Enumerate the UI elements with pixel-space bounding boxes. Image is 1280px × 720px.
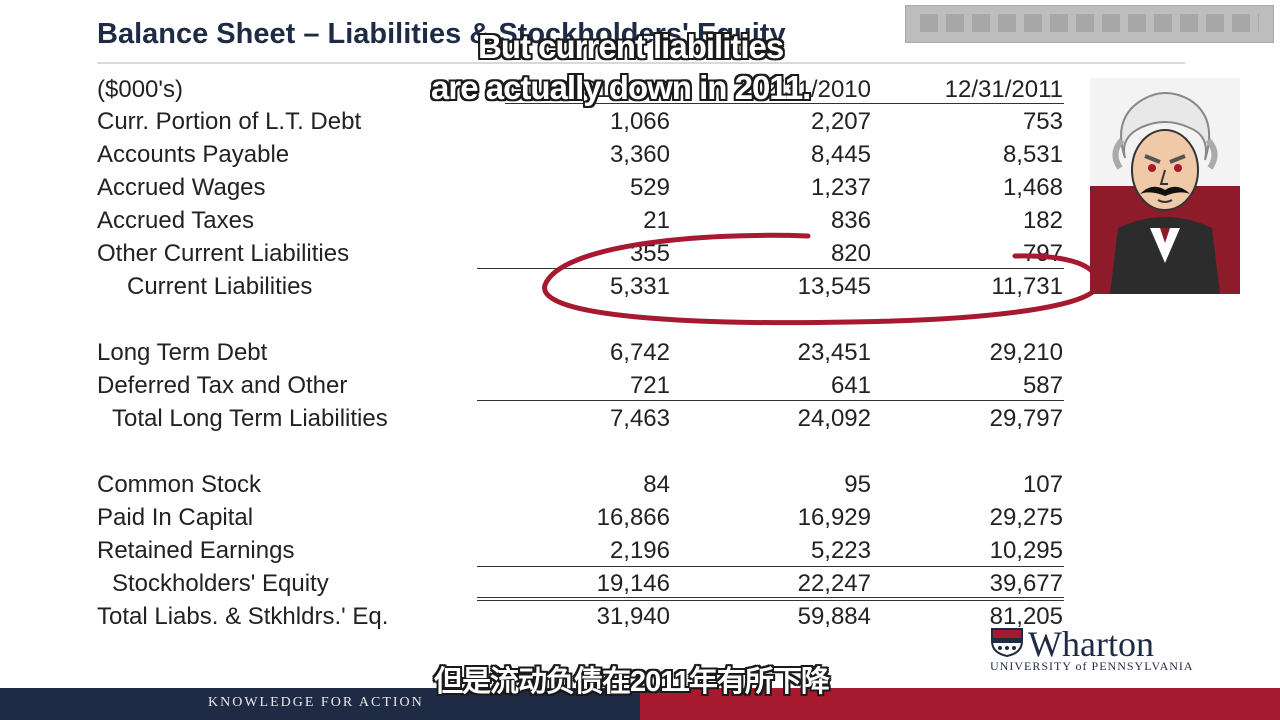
value-2011: 29,797 — [989, 405, 1063, 432]
row-label: Current Liabilities — [127, 273, 313, 300]
value-2010: 59,884 — [797, 603, 871, 630]
subtotal-rule — [477, 268, 1064, 269]
value-2009: 1,066 — [609, 108, 670, 135]
table-row-subtotal: Current Liabilities 5,331 13,545 11,731 — [0, 273, 1100, 305]
row-label: Curr. Portion of L.T. Debt — [97, 108, 362, 135]
value-2009: 3,360 — [609, 141, 670, 168]
footer-bar-red — [640, 688, 1280, 720]
value-2009: 2,196 — [609, 537, 670, 564]
caption-en-line1: But current liabilities — [478, 28, 784, 65]
value-2010: 95 — [844, 471, 871, 498]
total-rule-top — [477, 597, 1064, 598]
footer-tagline: KNOWLEDGE FOR ACTION — [208, 695, 424, 710]
table-row-subtotal: Total Long Term Liabilities 7,463 24,092… — [0, 405, 1100, 437]
row-label: Other Current Liabilities — [97, 240, 350, 267]
value-2009: 7,463 — [609, 405, 670, 432]
units-label: ($000's) — [97, 76, 183, 103]
value-2009: 31,940 — [596, 603, 670, 630]
value-2011: 587 — [1022, 372, 1063, 399]
value-2011: 797 — [1022, 240, 1063, 267]
caption-zh: 但是流动负债在2011年有所下降 — [434, 666, 830, 698]
row-label: Deferred Tax and Other — [97, 372, 348, 399]
table-row: Common Stock 84 95 107 — [0, 471, 1100, 503]
value-2011: 107 — [1022, 471, 1063, 498]
university-name: UNIVERSITY of PENNSYLVANIA — [990, 659, 1194, 673]
value-2010: 8,445 — [810, 141, 871, 168]
table-row-subtotal: Stockholders' Equity 19,146 22,247 39,67… — [0, 570, 1100, 602]
value-2010: 2,207 — [810, 108, 871, 135]
subtotal-rule — [477, 400, 1064, 401]
value-2011: 29,275 — [989, 504, 1063, 531]
professor-character — [1090, 78, 1240, 294]
caption-en-line2: are actually down in 2011. — [431, 69, 811, 106]
table-row-total: Total Liabs. & Stkhldrs.' Eq. 31,940 59,… — [0, 603, 1100, 635]
value-2010: 836 — [830, 207, 871, 234]
title-divider — [97, 62, 1185, 64]
value-2011: 39,677 — [989, 570, 1063, 597]
value-2011: 1,468 — [1002, 174, 1063, 201]
value-2010: 24,092 — [797, 405, 871, 432]
value-2009: 721 — [629, 372, 670, 399]
table-row: Curr. Portion of L.T. Debt 1,066 2,207 7… — [0, 108, 1100, 140]
row-label: Stockholders' Equity — [112, 570, 329, 597]
subtotal-rule — [477, 566, 1064, 567]
value-2009: 355 — [629, 240, 670, 267]
penn-shield-icon — [991, 628, 1023, 657]
value-2010: 22,247 — [797, 570, 871, 597]
row-label: Common Stock — [97, 471, 262, 498]
value-2011: 182 — [1022, 207, 1063, 234]
value-2009: 19,146 — [596, 570, 670, 597]
value-2009: 529 — [629, 174, 670, 201]
value-2010: 23,451 — [797, 339, 871, 366]
value-2009: 16,866 — [596, 504, 670, 531]
row-label: Accounts Payable — [97, 141, 290, 168]
value-2010: 641 — [830, 372, 871, 399]
header-underline — [505, 103, 1064, 104]
row-label: Retained Earnings — [97, 537, 295, 564]
value-2009: 6,742 — [609, 339, 670, 366]
value-2011: 81,205 — [989, 603, 1063, 630]
row-label: Total Long Term Liabilities — [112, 405, 388, 432]
value-2011: 8,531 — [1002, 141, 1063, 168]
value-2009: 5,331 — [609, 273, 670, 300]
table-row: Paid In Capital 16,866 16,929 29,275 — [0, 504, 1100, 536]
blurred-logo — [905, 5, 1274, 43]
table-row: Deferred Tax and Other 721 641 587 — [0, 372, 1100, 404]
slide-title: Balance Sheet – Liabilities & Stockholde… — [97, 18, 786, 50]
column-header-2010: 12/31/2010 — [750, 76, 871, 103]
value-2010: 820 — [830, 240, 871, 267]
table-row: Accrued Taxes 21 836 182 — [0, 207, 1100, 239]
row-label: Accrued Taxes — [97, 207, 254, 234]
footer-bar-navy: KNOWLEDGE FOR ACTION — [0, 688, 640, 720]
row-label: Long Term Debt — [97, 339, 268, 366]
value-2010: 13,545 — [797, 273, 871, 300]
column-header-2011: 12/31/2011 — [944, 76, 1063, 103]
total-rule-bottom — [477, 600, 1064, 601]
value-2010: 5,223 — [810, 537, 871, 564]
value-2009: 84 — [643, 471, 670, 498]
row-label: Accrued Wages — [97, 174, 266, 201]
column-header-2009: 12/31/2009 — [549, 76, 670, 103]
table-row: Long Term Debt 6,742 23,451 29,210 — [0, 339, 1100, 371]
row-label: Paid In Capital — [97, 504, 254, 531]
table-row: Accounts Payable 3,360 8,445 8,531 — [0, 141, 1100, 173]
table-row: Accrued Wages 529 1,237 1,468 — [0, 174, 1100, 206]
row-label: Total Liabs. & Stkhldrs.' Eq. — [97, 603, 389, 630]
value-2010: 1,237 — [810, 174, 871, 201]
value-2009: 21 — [643, 207, 670, 234]
wharton-name: Wharton — [1028, 624, 1154, 664]
value-2011: 10,295 — [989, 537, 1063, 564]
value-2011: 29,210 — [989, 339, 1063, 366]
table-row: Retained Earnings 2,196 5,223 10,295 — [0, 537, 1100, 569]
value-2010: 16,929 — [797, 504, 871, 531]
value-2011: 753 — [1022, 108, 1063, 135]
value-2011: 11,731 — [991, 273, 1063, 300]
header-row: ($000's) 12/31/2009 12/31/2010 12/31/201… — [0, 76, 1100, 108]
